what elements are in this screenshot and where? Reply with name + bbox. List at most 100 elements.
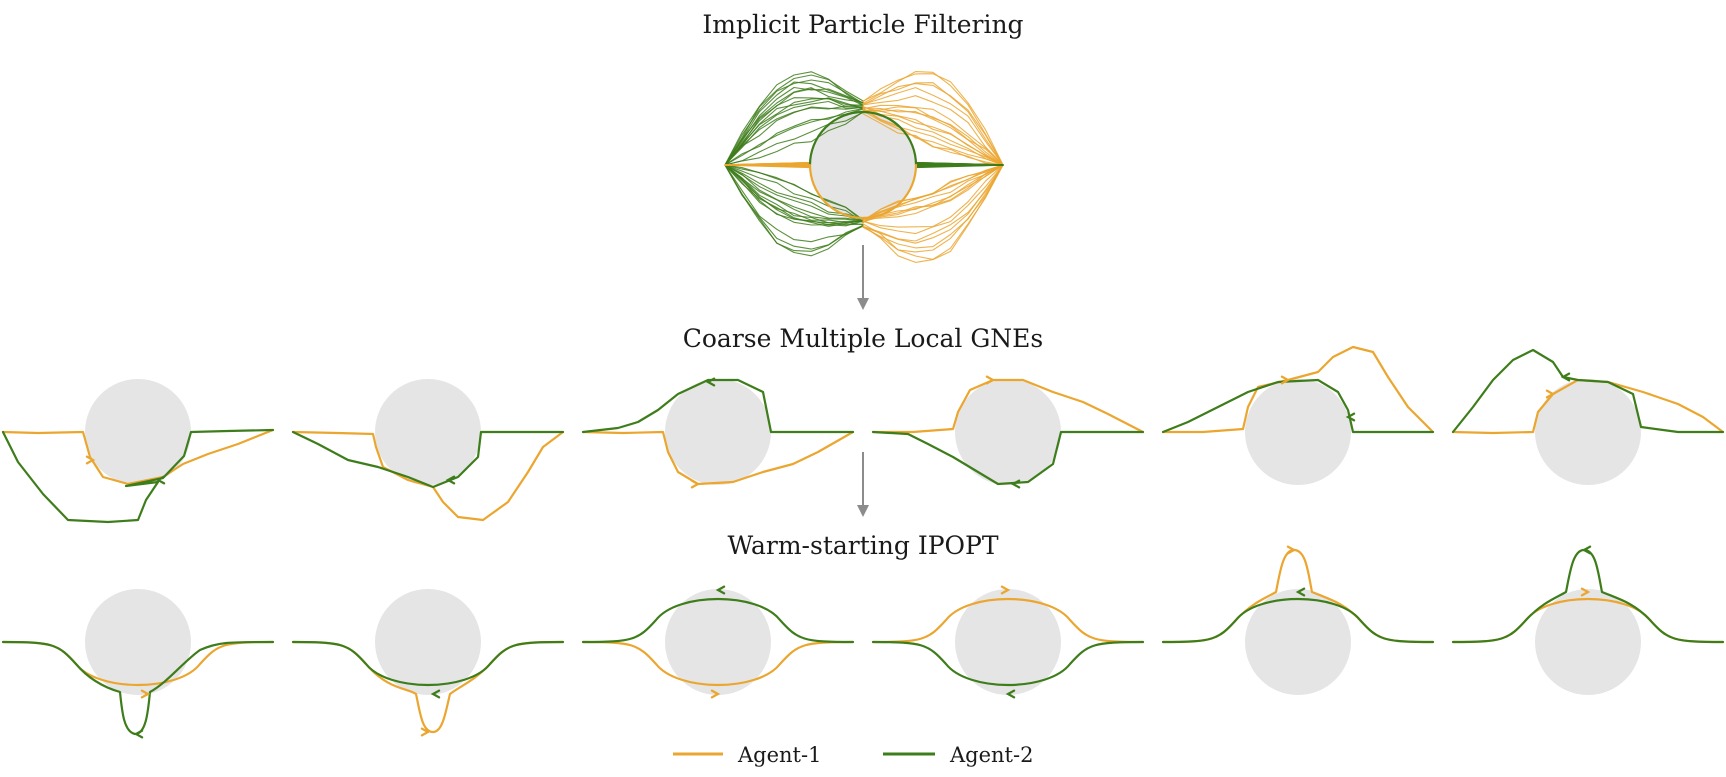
obstacle-circle — [85, 589, 191, 695]
obstacle-circle — [665, 379, 771, 485]
obstacle-circle — [375, 589, 481, 695]
agent2-particle-path — [724, 81, 864, 166]
agent1-trajectory — [1161, 345, 1435, 434]
legend-agent2-label: Agent-2 — [949, 743, 1033, 767]
agent1-particle-path — [724, 162, 811, 166]
agent2-particle-path — [724, 164, 864, 223]
agent2-particle-path — [724, 164, 864, 222]
agent2-particle-path — [724, 97, 864, 166]
flow-arrow-1 — [857, 245, 869, 310]
agent2-particle-path — [724, 164, 864, 221]
coarse-panel-1 — [1, 379, 275, 524]
agent1-direction-arrow — [690, 479, 701, 489]
agent2-particle-path — [915, 162, 1004, 166]
refined-panel-5 — [1161, 545, 1435, 695]
agent2-particle-path — [724, 106, 864, 166]
agent2-direction-arrow — [445, 475, 456, 485]
agent1-particle-path — [862, 113, 1004, 166]
agent2-direction-arrow — [1010, 479, 1021, 489]
ipopt-solution-row — [1, 545, 1725, 739]
coarse-panel-4 — [871, 375, 1145, 489]
obstacle-circle — [1535, 379, 1641, 485]
refined-panel-4 — [871, 585, 1145, 699]
agent2-trajectory — [1, 428, 275, 524]
agent1-trajectory — [871, 598, 1145, 644]
agent1-trajectory — [291, 430, 565, 522]
agent1-particle-path — [862, 104, 1004, 166]
agent2-trajectory — [1161, 598, 1435, 644]
obstacle-circle-top — [810, 112, 916, 218]
coarse-panel-6 — [1451, 348, 1725, 485]
agent2-direction-arrow — [1560, 372, 1571, 382]
particle-trajectories — [724, 71, 1004, 263]
agent1-trajectory — [581, 640, 855, 686]
agent2-trajectory — [1161, 378, 1435, 434]
legend: Agent-1 Agent-2 — [673, 743, 1033, 767]
agent1-particle-path — [862, 164, 1004, 228]
agent1-trajectory — [1, 428, 275, 486]
agent2-direction-arrow — [1581, 545, 1592, 555]
particle-filtering-illustration — [724, 71, 1004, 263]
coarse-panel-3 — [581, 377, 855, 489]
agent2-particle-path — [724, 164, 864, 243]
agent2-direction-arrow — [1295, 587, 1306, 597]
agent1-particle-path — [862, 73, 1004, 166]
agent1-particle-path — [862, 83, 1004, 166]
agent1-particle-path — [862, 71, 1004, 166]
agent2-rim-path — [808, 110, 918, 167]
agent2-particle-path — [724, 97, 864, 166]
agent1-particle-path — [862, 164, 1004, 224]
agent1-direction-arrow — [1280, 375, 1291, 385]
agent2-direction-arrow — [1345, 412, 1356, 422]
agent2-particle-path — [724, 164, 864, 224]
agent2-direction-arrow — [705, 377, 716, 387]
agent1-particle-path — [862, 164, 1004, 244]
agent2-trajectory — [581, 378, 855, 434]
agent2-particle-path — [724, 164, 864, 222]
agent1-direction-arrow — [710, 689, 721, 699]
agent1-particle-path — [862, 164, 1004, 221]
agent1-particle-path — [862, 164, 1004, 249]
agent1-particle-path — [862, 164, 1004, 263]
agent2-particle-path — [724, 74, 864, 166]
agent1-direction-arrow — [420, 727, 431, 737]
agent2-particle-path — [724, 111, 864, 166]
agent1-direction-arrow — [1000, 585, 1011, 595]
agent2-particle-path — [724, 105, 864, 166]
obstacle-circle — [955, 379, 1061, 485]
agent2-direction-arrow — [715, 585, 726, 595]
agent1-direction-arrow — [1545, 389, 1556, 399]
agent2-trajectory — [581, 598, 855, 644]
agent2-direction-arrow — [133, 729, 144, 739]
agent2-particle-path — [724, 164, 864, 226]
obstacle-circle — [955, 589, 1061, 695]
coarse-panel-5 — [1161, 345, 1435, 485]
agent2-particle-path — [724, 164, 864, 223]
agent2-particle-path — [724, 164, 864, 252]
obstacle-circle — [665, 589, 771, 695]
agent2-trajectory — [871, 430, 1145, 486]
stage2-title: Coarse Multiple Local GNEs — [683, 324, 1044, 353]
agent2-trajectory — [291, 430, 565, 489]
stage1-title: Implicit Particle Filtering — [702, 10, 1023, 39]
agent1-particle-path — [862, 107, 1004, 166]
agent2-trajectory — [291, 640, 565, 686]
agent1-particle-path — [862, 106, 1004, 166]
refined-panel-6 — [1451, 545, 1725, 695]
obstacle-circle — [1245, 379, 1351, 485]
obstacle-circle — [1245, 589, 1351, 695]
agent2-trajectory — [871, 640, 1145, 686]
agent2-particle-path — [724, 111, 864, 166]
agent2-particle-path — [724, 71, 864, 166]
agent1-rim-path — [808, 163, 918, 220]
flow-arrow-2 — [857, 452, 869, 517]
agent1-particle-path — [862, 107, 1004, 166]
obstacle-circle — [1535, 589, 1641, 695]
agent2-particle-path — [724, 87, 864, 166]
coarse-gne-row — [1, 345, 1725, 524]
agent1-particle-path — [862, 107, 1004, 166]
stage3-title: Warm-starting IPOPT — [727, 531, 998, 560]
agent1-particle-path — [862, 87, 1004, 166]
refined-panel-2 — [291, 589, 565, 737]
